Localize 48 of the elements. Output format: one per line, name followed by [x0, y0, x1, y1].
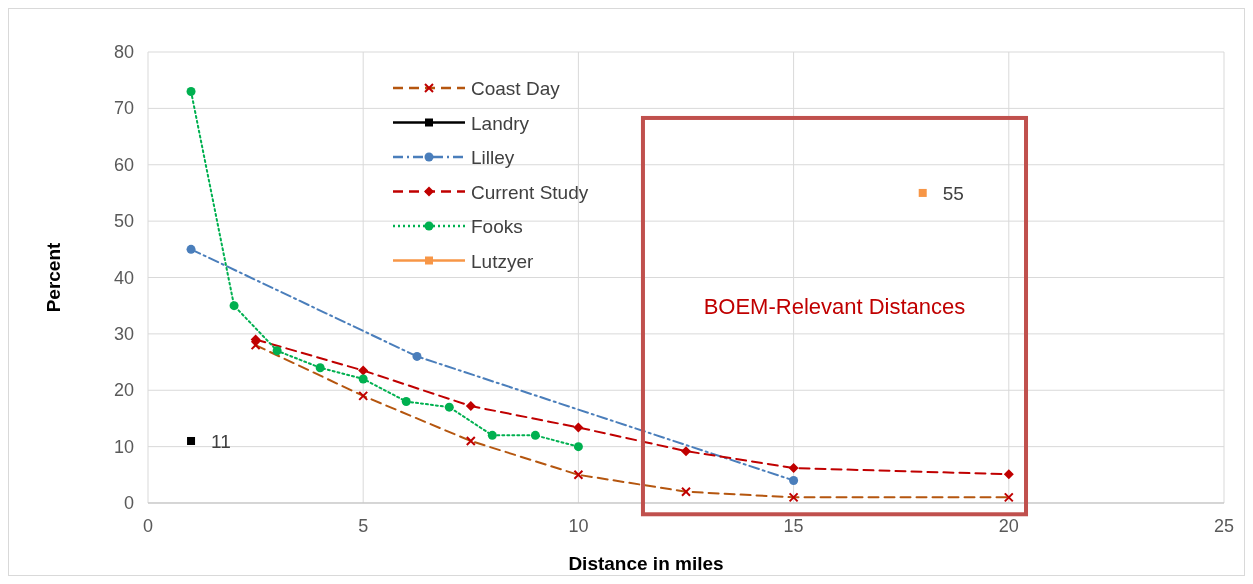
legend-label: Landry [471, 112, 530, 134]
x-tick-label: 5 [358, 516, 369, 536]
legend-label: Lutzyer [471, 250, 534, 272]
y-tick-label: 10 [113, 436, 134, 457]
point [412, 351, 422, 361]
x-tick-label: 20 [998, 516, 1019, 536]
legend-label: Fooks [471, 216, 523, 237]
y-tick-label: 40 [113, 267, 134, 288]
annotation: BOEM-Relevant Distances [703, 294, 966, 320]
point [573, 422, 584, 433]
point [187, 436, 196, 445]
x-tick-label: 25 [1213, 516, 1235, 536]
point [444, 402, 454, 412]
y-tick-label: 20 [113, 380, 134, 401]
point [789, 475, 799, 485]
point [186, 244, 196, 254]
point [358, 365, 369, 376]
point [487, 430, 497, 440]
x-tick-label: 15 [783, 516, 804, 536]
point [465, 401, 476, 412]
y-tick-label: 60 [113, 154, 134, 175]
point [573, 442, 583, 452]
point [401, 397, 411, 407]
point [315, 363, 325, 373]
data-label: 11 [211, 430, 231, 452]
legend-label: Current Study [471, 181, 589, 203]
point [186, 86, 196, 96]
y-tick-label: 30 [113, 323, 134, 344]
point [1003, 469, 1014, 480]
point [681, 446, 691, 457]
x-tick-label: 10 [568, 516, 589, 536]
point [272, 346, 282, 356]
data-label: 55 [942, 182, 964, 204]
y-axis-title: Percent [43, 241, 64, 313]
point [250, 334, 261, 345]
y-tick-label: 0 [123, 493, 134, 513]
y-tick-label: 80 [113, 42, 134, 62]
point [530, 430, 540, 440]
point [229, 301, 239, 311]
legend-label: Lilley [471, 147, 515, 168]
x-tick-label: 0 [142, 516, 154, 536]
x-axis-title: Distance in miles [568, 553, 724, 574]
point [358, 374, 368, 384]
point [788, 463, 799, 474]
point [918, 188, 927, 197]
legend-label: Coast Day [471, 78, 561, 99]
y-tick-label: 50 [113, 211, 134, 232]
y-tick-label: 70 [113, 98, 134, 119]
